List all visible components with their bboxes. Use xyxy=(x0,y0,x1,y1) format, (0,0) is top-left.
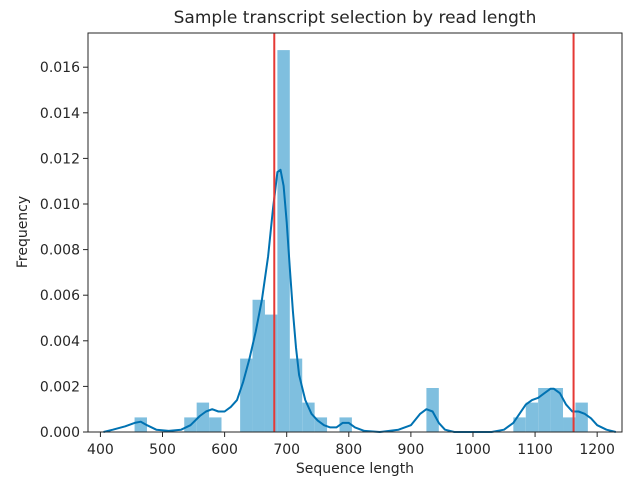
histogram-bar-3 xyxy=(209,417,222,432)
x-tick-label: 600 xyxy=(211,442,238,458)
y-tick-label: 0.010 xyxy=(40,197,80,213)
y-tick-label: 0.006 xyxy=(40,288,80,304)
histogram-bars xyxy=(134,50,588,432)
histogram-bar-8 xyxy=(289,358,303,432)
x-tick-label: 800 xyxy=(335,442,362,458)
x-axis-ticks: 400 500 600 700 800 900 1000 1100 1200 xyxy=(87,432,615,458)
histogram-bar-16 xyxy=(550,387,564,432)
y-axis-label: Frequency xyxy=(15,196,31,268)
histogram-bar-2 xyxy=(196,402,210,432)
chart-title: Sample transcript selection by read leng… xyxy=(174,8,537,28)
histogram-bar-17 xyxy=(563,417,576,432)
histogram-bar-4 xyxy=(240,358,253,432)
density-curve-group xyxy=(103,168,617,433)
histogram-bar-18 xyxy=(575,402,588,432)
histogram-bar-7 xyxy=(277,50,290,432)
y-tick-label: 0.008 xyxy=(40,243,80,259)
y-axis-ticks: 0.000 0.002 0.004 0.006 0.008 0.010 0.012 0.014… xyxy=(40,60,88,441)
histogram-bar-6 xyxy=(264,314,278,432)
y-tick-label: 0.016 xyxy=(40,60,80,76)
y-tick-label: 0.004 xyxy=(40,334,80,350)
x-tick-label: 500 xyxy=(149,442,176,458)
y-tick-label: 0.014 xyxy=(40,106,80,122)
histogram-bar-14 xyxy=(525,402,539,432)
x-axis-label: Sequence length xyxy=(296,461,414,477)
x-tick-label: 1200 xyxy=(579,442,615,458)
y-tick-label: 0.000 xyxy=(40,425,80,441)
y-tick-label: 0.002 xyxy=(40,379,80,395)
x-tick-label: 700 xyxy=(273,442,300,458)
y-tick-label: 0.012 xyxy=(40,151,80,167)
density-curve xyxy=(103,168,617,433)
x-tick-label: 1100 xyxy=(517,442,553,458)
x-tick-label: 900 xyxy=(398,442,425,458)
histogram-bar-13 xyxy=(513,417,526,432)
histogram-bar-15 xyxy=(538,387,551,432)
x-tick-label: 400 xyxy=(87,442,114,458)
histogram-bar-9 xyxy=(302,402,315,432)
plot-frame xyxy=(87,32,623,433)
histogram-bar-11 xyxy=(339,417,352,432)
histogram-bar-12 xyxy=(426,387,439,432)
x-tick-label: 1000 xyxy=(455,442,491,458)
histogram-bar-0 xyxy=(134,417,147,432)
threshold-lines xyxy=(273,33,575,432)
